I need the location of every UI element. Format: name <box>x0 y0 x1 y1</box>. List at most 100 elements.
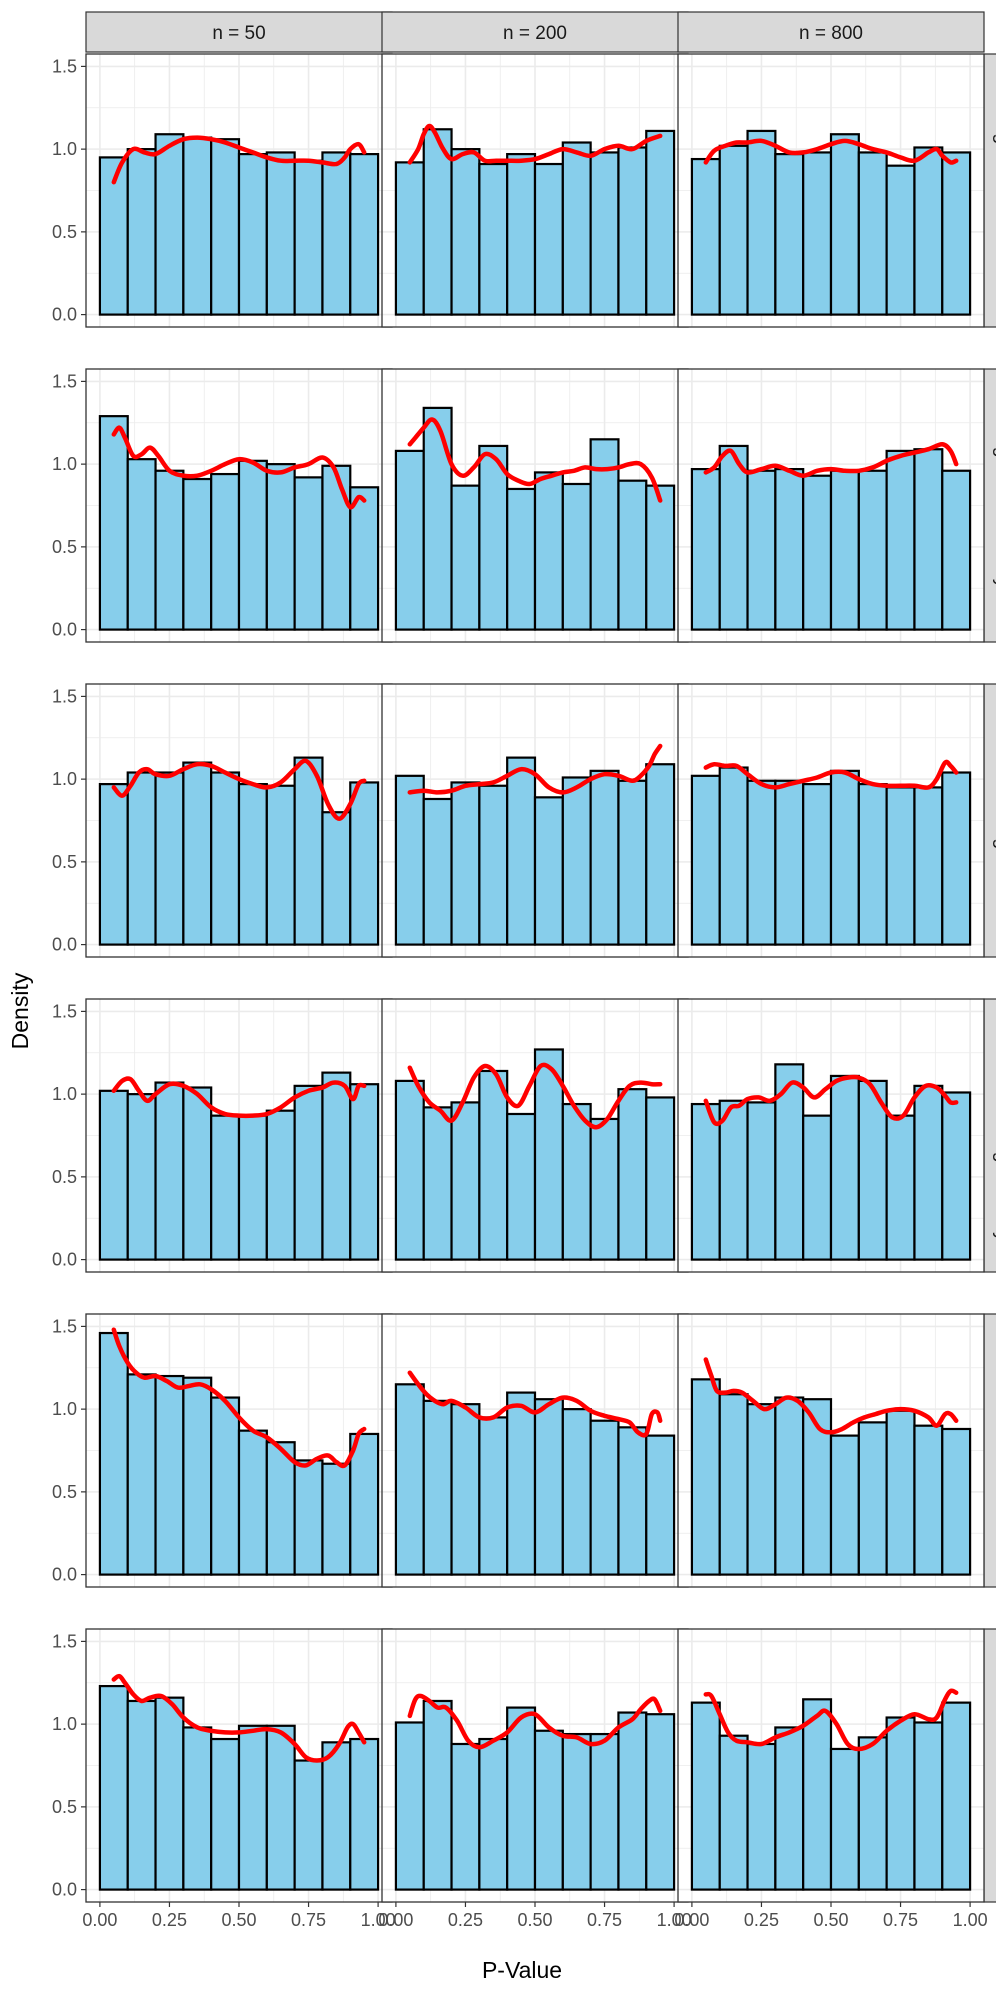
histogram-bar <box>802 151 833 316</box>
facet-panel: 0.0 0.5 1.0 1.5 <box>52 53 393 328</box>
histogram-bar <box>478 1416 509 1576</box>
histogram-bar <box>98 1684 129 1891</box>
histogram-bar <box>126 458 157 631</box>
histogram-bar <box>182 761 213 946</box>
x-tick-label: 0.25 <box>744 1910 779 1930</box>
histogram-bar <box>718 144 749 316</box>
histogram-bar <box>885 1409 916 1576</box>
histogram-bar <box>450 1742 481 1891</box>
facet-panel <box>381 998 689 1273</box>
histogram-bar <box>506 487 537 631</box>
histogram-bar <box>746 1101 777 1261</box>
histogram-bar <box>450 484 481 631</box>
histogram-bar <box>829 133 860 316</box>
row-strip: Regression Normal <box>983 53 996 328</box>
histogram-bar <box>941 151 972 316</box>
y-tick-label: 1.5 <box>52 1631 77 1651</box>
histogram-bar <box>154 1374 185 1576</box>
density-curve <box>111 425 367 510</box>
facet-panel: 0.0 0.5 1.0 1.5 0.00 0.25 0.50 0.75 1.00 <box>52 1628 396 1930</box>
histogram-bar <box>690 774 721 946</box>
panel-border <box>677 998 985 1273</box>
histogram-bar <box>349 1432 380 1576</box>
histogram-bar <box>210 1114 241 1261</box>
y-tick-label: 1.0 <box>52 454 77 474</box>
histogram-bar <box>857 782 888 946</box>
histogram-bar <box>394 1383 425 1576</box>
y-tick-label: 0.5 <box>52 852 77 872</box>
histogram-bar <box>349 486 380 631</box>
histogram-bar <box>126 1093 157 1261</box>
histogram-bar <box>450 1101 481 1261</box>
histogram-bar <box>774 1396 805 1576</box>
histogram-bar <box>561 1732 592 1891</box>
density-curve <box>111 1673 367 1763</box>
histogram-bar <box>802 474 833 631</box>
histogram-bar <box>478 444 509 631</box>
histogram-bar <box>561 482 592 631</box>
histogram-bar <box>98 782 129 946</box>
histogram-bar <box>561 776 592 946</box>
y-axis-title: Density <box>7 972 33 1049</box>
histogram-bar <box>265 784 296 946</box>
panel-border <box>677 368 985 643</box>
density-curve <box>111 758 367 822</box>
density-curve <box>407 417 663 503</box>
density-curve <box>407 1370 663 1438</box>
x-tick-label: 0.75 <box>587 1910 622 1930</box>
histogram-bar <box>617 1426 648 1576</box>
density-curve <box>703 1357 959 1435</box>
histogram-bar <box>394 774 425 946</box>
histogram-bar <box>617 1711 648 1891</box>
histogram-bar <box>857 469 888 631</box>
histogram-bar <box>210 472 241 631</box>
histogram-bar <box>422 1399 453 1576</box>
density-curve <box>407 1693 663 1750</box>
histogram-bar <box>154 1081 185 1261</box>
y-tick-label: 0.5 <box>52 1482 77 1502</box>
histogram-bar <box>690 1701 721 1891</box>
histogram-bar <box>913 1721 944 1891</box>
density-curve <box>407 1062 663 1130</box>
y-tick-label: 0.0 <box>52 620 77 640</box>
x-tick-label: 0.25 <box>448 1910 483 1930</box>
histogram-bar <box>941 1427 972 1576</box>
histogram-bar <box>718 444 749 631</box>
histogram-bar <box>126 148 157 316</box>
y-tick-label: 1.5 <box>52 1001 77 1021</box>
column-strip-bg <box>85 11 393 53</box>
histogram-bar <box>98 1331 129 1576</box>
column-strip-bg <box>381 11 689 53</box>
y-tick-label: 0.0 <box>52 1880 77 1900</box>
histogram-bar <box>422 406 453 631</box>
column-strip-bg <box>677 11 985 53</box>
histogram-bar <box>561 141 592 316</box>
histogram-bar <box>774 468 805 631</box>
histogram-bar <box>617 1088 648 1261</box>
histogram-bar <box>829 469 860 631</box>
histogram-bar <box>478 1737 509 1891</box>
row-strip-label: Multinomial Logit Normal <box>992 716 996 925</box>
row-strip: Regression Cauchy <box>983 368 996 643</box>
histogram-bar <box>690 468 721 631</box>
column-strip: n = 50 <box>85 11 393 53</box>
facet-panel: 0.0 0.5 1.0 1.5 <box>52 683 393 958</box>
histogram-bar <box>478 162 509 316</box>
y-tick-label: 1.5 <box>52 686 77 706</box>
facet-panel: 0.00 0.25 0.50 0.75 1.00 <box>378 1628 692 1930</box>
row-strip-label: Regression Cauchy <box>992 423 996 589</box>
histogram-bar <box>394 1721 425 1891</box>
histogram-bar <box>265 1109 296 1261</box>
facet-panel <box>677 1313 985 1588</box>
row-strip-label: Multinomial Logit Cauchy <box>992 1029 996 1242</box>
histogram-bar <box>182 1726 213 1891</box>
histogram-bar <box>746 469 777 631</box>
histogram-bar <box>321 811 352 946</box>
histogram-bar <box>645 484 676 631</box>
histogram-bar <box>237 782 268 946</box>
histogram-bar <box>561 1102 592 1261</box>
histogram-bar <box>885 1716 916 1891</box>
histogram-bar <box>293 1759 324 1891</box>
histogram-bar <box>422 1106 453 1261</box>
histogram-bar <box>237 459 268 631</box>
